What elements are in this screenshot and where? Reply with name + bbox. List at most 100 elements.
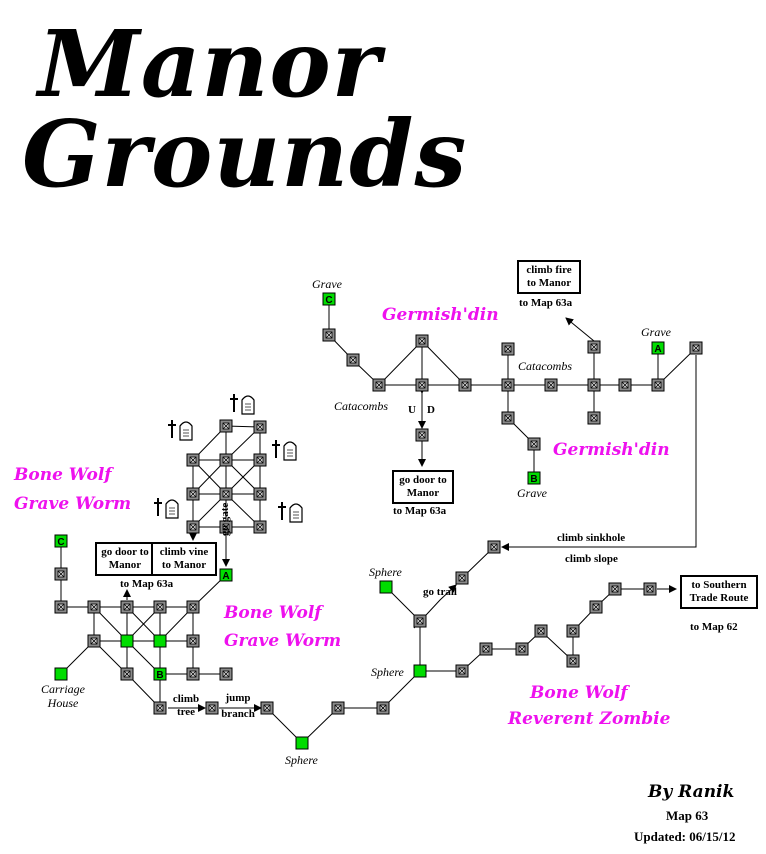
- mob-label-germishdin-right: Germish'din: [553, 440, 670, 460]
- svg-text:C: C: [325, 295, 332, 306]
- jump-branch-label: jump branch: [221, 692, 255, 720]
- grave-label-a-top: Grave: [641, 325, 671, 339]
- sphere-label-bottom: Sphere: [285, 753, 318, 767]
- author-credit: By Ranik: [648, 782, 735, 802]
- marked-room-c: C: [54, 534, 68, 548]
- room-node: [566, 654, 580, 668]
- room-node: [501, 411, 515, 425]
- room-node: [587, 411, 601, 425]
- svg-text:B: B: [156, 670, 163, 681]
- map-number: Map 63: [666, 808, 709, 823]
- catacombs-label-right: Catacombs: [518, 359, 572, 373]
- room-node: [415, 334, 429, 348]
- down-label: D: [427, 404, 435, 416]
- room-node: [186, 487, 200, 501]
- tombstone-icon: [154, 498, 179, 519]
- mob-label-bone-wolf-mid: Bone Wolf: [224, 603, 322, 623]
- room-node: [87, 634, 101, 648]
- room-node: [587, 378, 601, 392]
- grave-label-b-right: Grave: [517, 486, 547, 500]
- room-node: [153, 600, 167, 614]
- special-room-node: [413, 664, 427, 678]
- climb-tree-label: climb tree: [172, 693, 200, 718]
- svg-text:A: A: [222, 571, 229, 582]
- exit-climb-vine-box[interactable]: climb vine to Manor: [151, 542, 217, 576]
- to-map-63a-label-center: to Map 63a: [393, 505, 447, 517]
- room-node: [219, 487, 233, 501]
- room-node: [260, 701, 274, 715]
- climb-slope-label: climb slope: [565, 553, 618, 565]
- room-node: [54, 567, 68, 581]
- room-node: [515, 642, 529, 656]
- marked-room-b: B: [527, 471, 541, 485]
- room-node: [346, 353, 360, 367]
- special-room-node: [120, 634, 134, 648]
- marked-room-a: A: [219, 568, 233, 582]
- to-map-63a-label-left: to Map 63a: [120, 578, 174, 590]
- room-node: [458, 378, 472, 392]
- room-node: [219, 667, 233, 681]
- room-node: [331, 701, 345, 715]
- room-node: [186, 634, 200, 648]
- room-node: [415, 428, 429, 442]
- special-room-node: [295, 736, 309, 750]
- catacombs-label-left: Catacombs: [334, 399, 388, 413]
- marked-room-c: C: [322, 292, 336, 306]
- exit-southern-trade-route-box[interactable]: to Southern Trade Route: [680, 575, 758, 609]
- marked-room-a: A: [651, 341, 665, 355]
- room-node: [651, 378, 665, 392]
- room-node: [455, 664, 469, 678]
- map-title-line-2: Grounds: [22, 100, 468, 208]
- mob-label-grave-worm-left: Grave Worm: [14, 494, 132, 514]
- sphere-label-upper: Sphere: [369, 565, 402, 579]
- room-node: [415, 378, 429, 392]
- room-node: [501, 378, 515, 392]
- room-connection: [421, 340, 466, 386]
- mob-label-bone-wolf-left: Bone Wolf: [14, 465, 112, 485]
- room-connection: [378, 340, 423, 386]
- room-node: [253, 487, 267, 501]
- room-node: [253, 520, 267, 534]
- tombstone-icon: [230, 394, 255, 415]
- go-trail-label: go trail: [423, 586, 457, 598]
- room-node: [87, 600, 101, 614]
- room-node: [205, 701, 219, 715]
- tombstone-icon: [278, 502, 303, 523]
- exit-go-door-center-box[interactable]: go door to Manor: [392, 470, 454, 504]
- marked-room-b: B: [153, 667, 167, 681]
- carriage-house-label: Carriage House: [40, 682, 85, 710]
- room-node: [608, 582, 622, 596]
- room-node: [501, 342, 515, 356]
- room-node: [120, 600, 134, 614]
- room-node: [253, 420, 267, 434]
- mob-label-reverent-zombie: Reverent Zombie: [508, 709, 671, 729]
- room-node: [120, 667, 134, 681]
- room-node: [479, 642, 493, 656]
- svg-text:A: A: [654, 344, 661, 355]
- mob-label-grave-worm-mid: Grave Worm: [224, 631, 342, 651]
- room-node: [153, 701, 167, 715]
- room-node: [376, 701, 390, 715]
- room-node: [643, 582, 657, 596]
- to-map-63a-label-top: to Map 63a: [519, 297, 573, 309]
- room-node: [253, 453, 267, 467]
- exit-climb-fire-box[interactable]: climb fire to Manor: [517, 260, 581, 294]
- tombstone-icon: [168, 420, 193, 441]
- special-room-node: [54, 667, 68, 681]
- room-node: [186, 667, 200, 681]
- room-node: [566, 624, 580, 638]
- room-node: [186, 520, 200, 534]
- exit-arrow: [501, 355, 697, 551]
- tombstone-icon: [272, 440, 297, 461]
- climb-sinkhole-label: climb sinkhole: [557, 532, 626, 544]
- sphere-label-middle: Sphere: [371, 665, 404, 679]
- room-node: [455, 571, 469, 585]
- room-node: [618, 378, 632, 392]
- room-node: [219, 453, 233, 467]
- special-room-node: [379, 580, 393, 594]
- room-node: [186, 453, 200, 467]
- grave-label-c-top: Grave: [312, 277, 342, 291]
- exit-go-door-left-box[interactable]: go door to Manor: [95, 542, 155, 576]
